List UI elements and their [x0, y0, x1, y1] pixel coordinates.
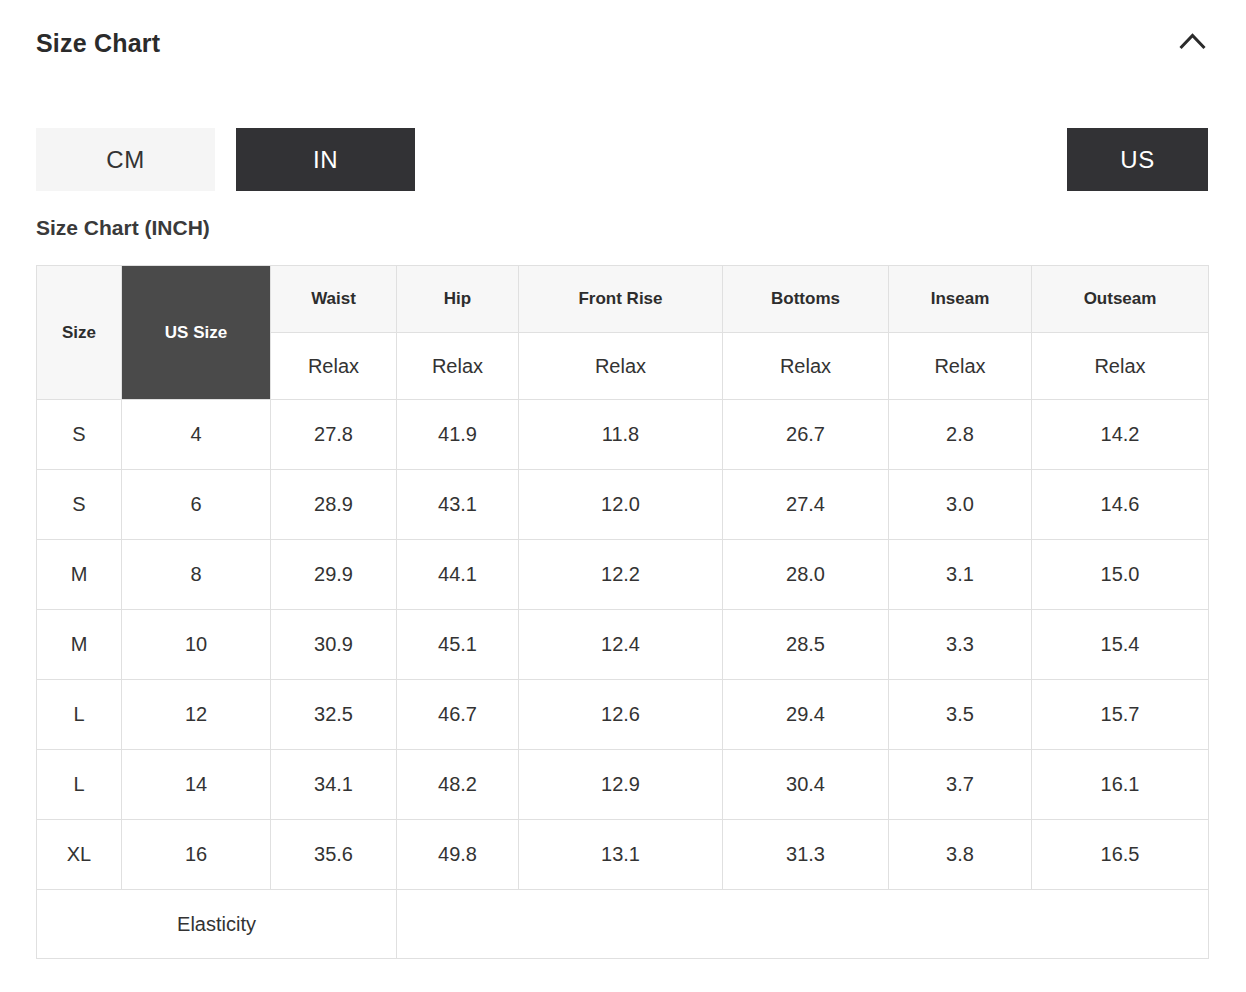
hip-cell: 43.1 — [397, 470, 519, 540]
fit-type-cell: Relax — [1032, 333, 1209, 400]
inseam-cell: 3.1 — [889, 540, 1032, 610]
us-size-cell: 4 — [122, 400, 271, 470]
waist-cell: 29.9 — [271, 540, 397, 610]
chevron-up-icon — [1178, 32, 1207, 54]
front-rise-cell: 12.4 — [519, 610, 723, 680]
size-chart-subtitle: Size Chart (INCH) — [36, 214, 1208, 242]
size-cell: L — [37, 750, 122, 820]
column-header-size: Size — [37, 266, 122, 400]
outseam-cell: 16.1 — [1032, 750, 1209, 820]
bottoms-cell: 29.4 — [723, 680, 889, 750]
size-cell: XL — [37, 820, 122, 890]
front-rise-cell: 12.9 — [519, 750, 723, 820]
us-size-cell: 10 — [122, 610, 271, 680]
inseam-cell: 3.5 — [889, 680, 1032, 750]
size-cell: M — [37, 610, 122, 680]
column-header-outseam: Outseam — [1032, 266, 1209, 333]
column-header-hip: Hip — [397, 266, 519, 333]
inseam-cell: 3.8 — [889, 820, 1032, 890]
us-size-cell: 16 — [122, 820, 271, 890]
inseam-cell: 2.8 — [889, 400, 1032, 470]
unit-cm-button[interactable]: CM — [36, 128, 215, 191]
size-cell: M — [37, 540, 122, 610]
outseam-cell: 16.5 — [1032, 820, 1209, 890]
hip-cell: 41.9 — [397, 400, 519, 470]
waist-cell: 32.5 — [271, 680, 397, 750]
outseam-cell: 14.2 — [1032, 400, 1209, 470]
column-header-front-rise: Front Rise — [519, 266, 723, 333]
column-header-bottoms: Bottoms — [723, 266, 889, 333]
unit-toggle-row: CM IN US — [36, 128, 1208, 191]
elasticity-value-cell — [397, 890, 1209, 959]
bottoms-cell: 26.7 — [723, 400, 889, 470]
us-size-cell: 12 — [122, 680, 271, 750]
elasticity-row: Elasticity — [37, 890, 1209, 959]
outseam-cell: 15.4 — [1032, 610, 1209, 680]
us-size-cell: 6 — [122, 470, 271, 540]
front-rise-cell: 12.0 — [519, 470, 723, 540]
page-title: Size Chart — [36, 28, 160, 58]
table-row: XL 16 35.6 49.8 13.1 31.3 3.8 16.5 — [37, 820, 1209, 890]
bottoms-cell: 30.4 — [723, 750, 889, 820]
hip-cell: 45.1 — [397, 610, 519, 680]
section-header: Size Chart — [36, 28, 1208, 58]
bottoms-cell: 31.3 — [723, 820, 889, 890]
fit-type-cell: Relax — [397, 333, 519, 400]
unit-in-button[interactable]: IN — [236, 128, 415, 191]
hip-cell: 44.1 — [397, 540, 519, 610]
us-size-cell: 14 — [122, 750, 271, 820]
column-header-us-size: US Size — [122, 266, 271, 400]
fit-type-cell: Relax — [271, 333, 397, 400]
elasticity-label-cell: Elasticity — [37, 890, 397, 959]
bottoms-cell: 28.5 — [723, 610, 889, 680]
table-row: L 12 32.5 46.7 12.6 29.4 3.5 15.7 — [37, 680, 1209, 750]
front-rise-cell: 11.8 — [519, 400, 723, 470]
us-size-cell: 8 — [122, 540, 271, 610]
outseam-cell: 14.6 — [1032, 470, 1209, 540]
outseam-cell: 15.7 — [1032, 680, 1209, 750]
table-row: S 6 28.9 43.1 12.0 27.4 3.0 14.6 — [37, 470, 1209, 540]
column-header-inseam: Inseam — [889, 266, 1032, 333]
inseam-cell: 3.0 — [889, 470, 1032, 540]
size-cell: S — [37, 470, 122, 540]
table-row: M 10 30.9 45.1 12.4 28.5 3.3 15.4 — [37, 610, 1209, 680]
waist-cell: 28.9 — [271, 470, 397, 540]
table-row: M 8 29.9 44.1 12.2 28.0 3.1 15.0 — [37, 540, 1209, 610]
region-us-button[interactable]: US — [1067, 128, 1208, 191]
collapse-section-button[interactable] — [1178, 32, 1207, 54]
waist-cell: 30.9 — [271, 610, 397, 680]
hip-cell: 46.7 — [397, 680, 519, 750]
waist-cell: 35.6 — [271, 820, 397, 890]
front-rise-cell: 13.1 — [519, 820, 723, 890]
fit-type-cell: Relax — [723, 333, 889, 400]
column-header-waist: Waist — [271, 266, 397, 333]
fit-type-cell: Relax — [519, 333, 723, 400]
front-rise-cell: 12.6 — [519, 680, 723, 750]
waist-cell: 34.1 — [271, 750, 397, 820]
size-chart-section: Size Chart CM IN US Size Chart (INCH) Si… — [0, 0, 1246, 959]
size-chart-table: Size US Size Waist Hip Front Rise Bottom… — [36, 265, 1209, 959]
front-rise-cell: 12.2 — [519, 540, 723, 610]
hip-cell: 49.8 — [397, 820, 519, 890]
table-row: S 4 27.8 41.9 11.8 26.7 2.8 14.2 — [37, 400, 1209, 470]
size-cell: L — [37, 680, 122, 750]
outseam-cell: 15.0 — [1032, 540, 1209, 610]
hip-cell: 48.2 — [397, 750, 519, 820]
inseam-cell: 3.7 — [889, 750, 1032, 820]
inseam-cell: 3.3 — [889, 610, 1032, 680]
bottoms-cell: 27.4 — [723, 470, 889, 540]
fit-type-cell: Relax — [889, 333, 1032, 400]
size-cell: S — [37, 400, 122, 470]
table-header-row: Size US Size Waist Hip Front Rise Bottom… — [37, 266, 1209, 333]
waist-cell: 27.8 — [271, 400, 397, 470]
bottoms-cell: 28.0 — [723, 540, 889, 610]
table-row: L 14 34.1 48.2 12.9 30.4 3.7 16.1 — [37, 750, 1209, 820]
